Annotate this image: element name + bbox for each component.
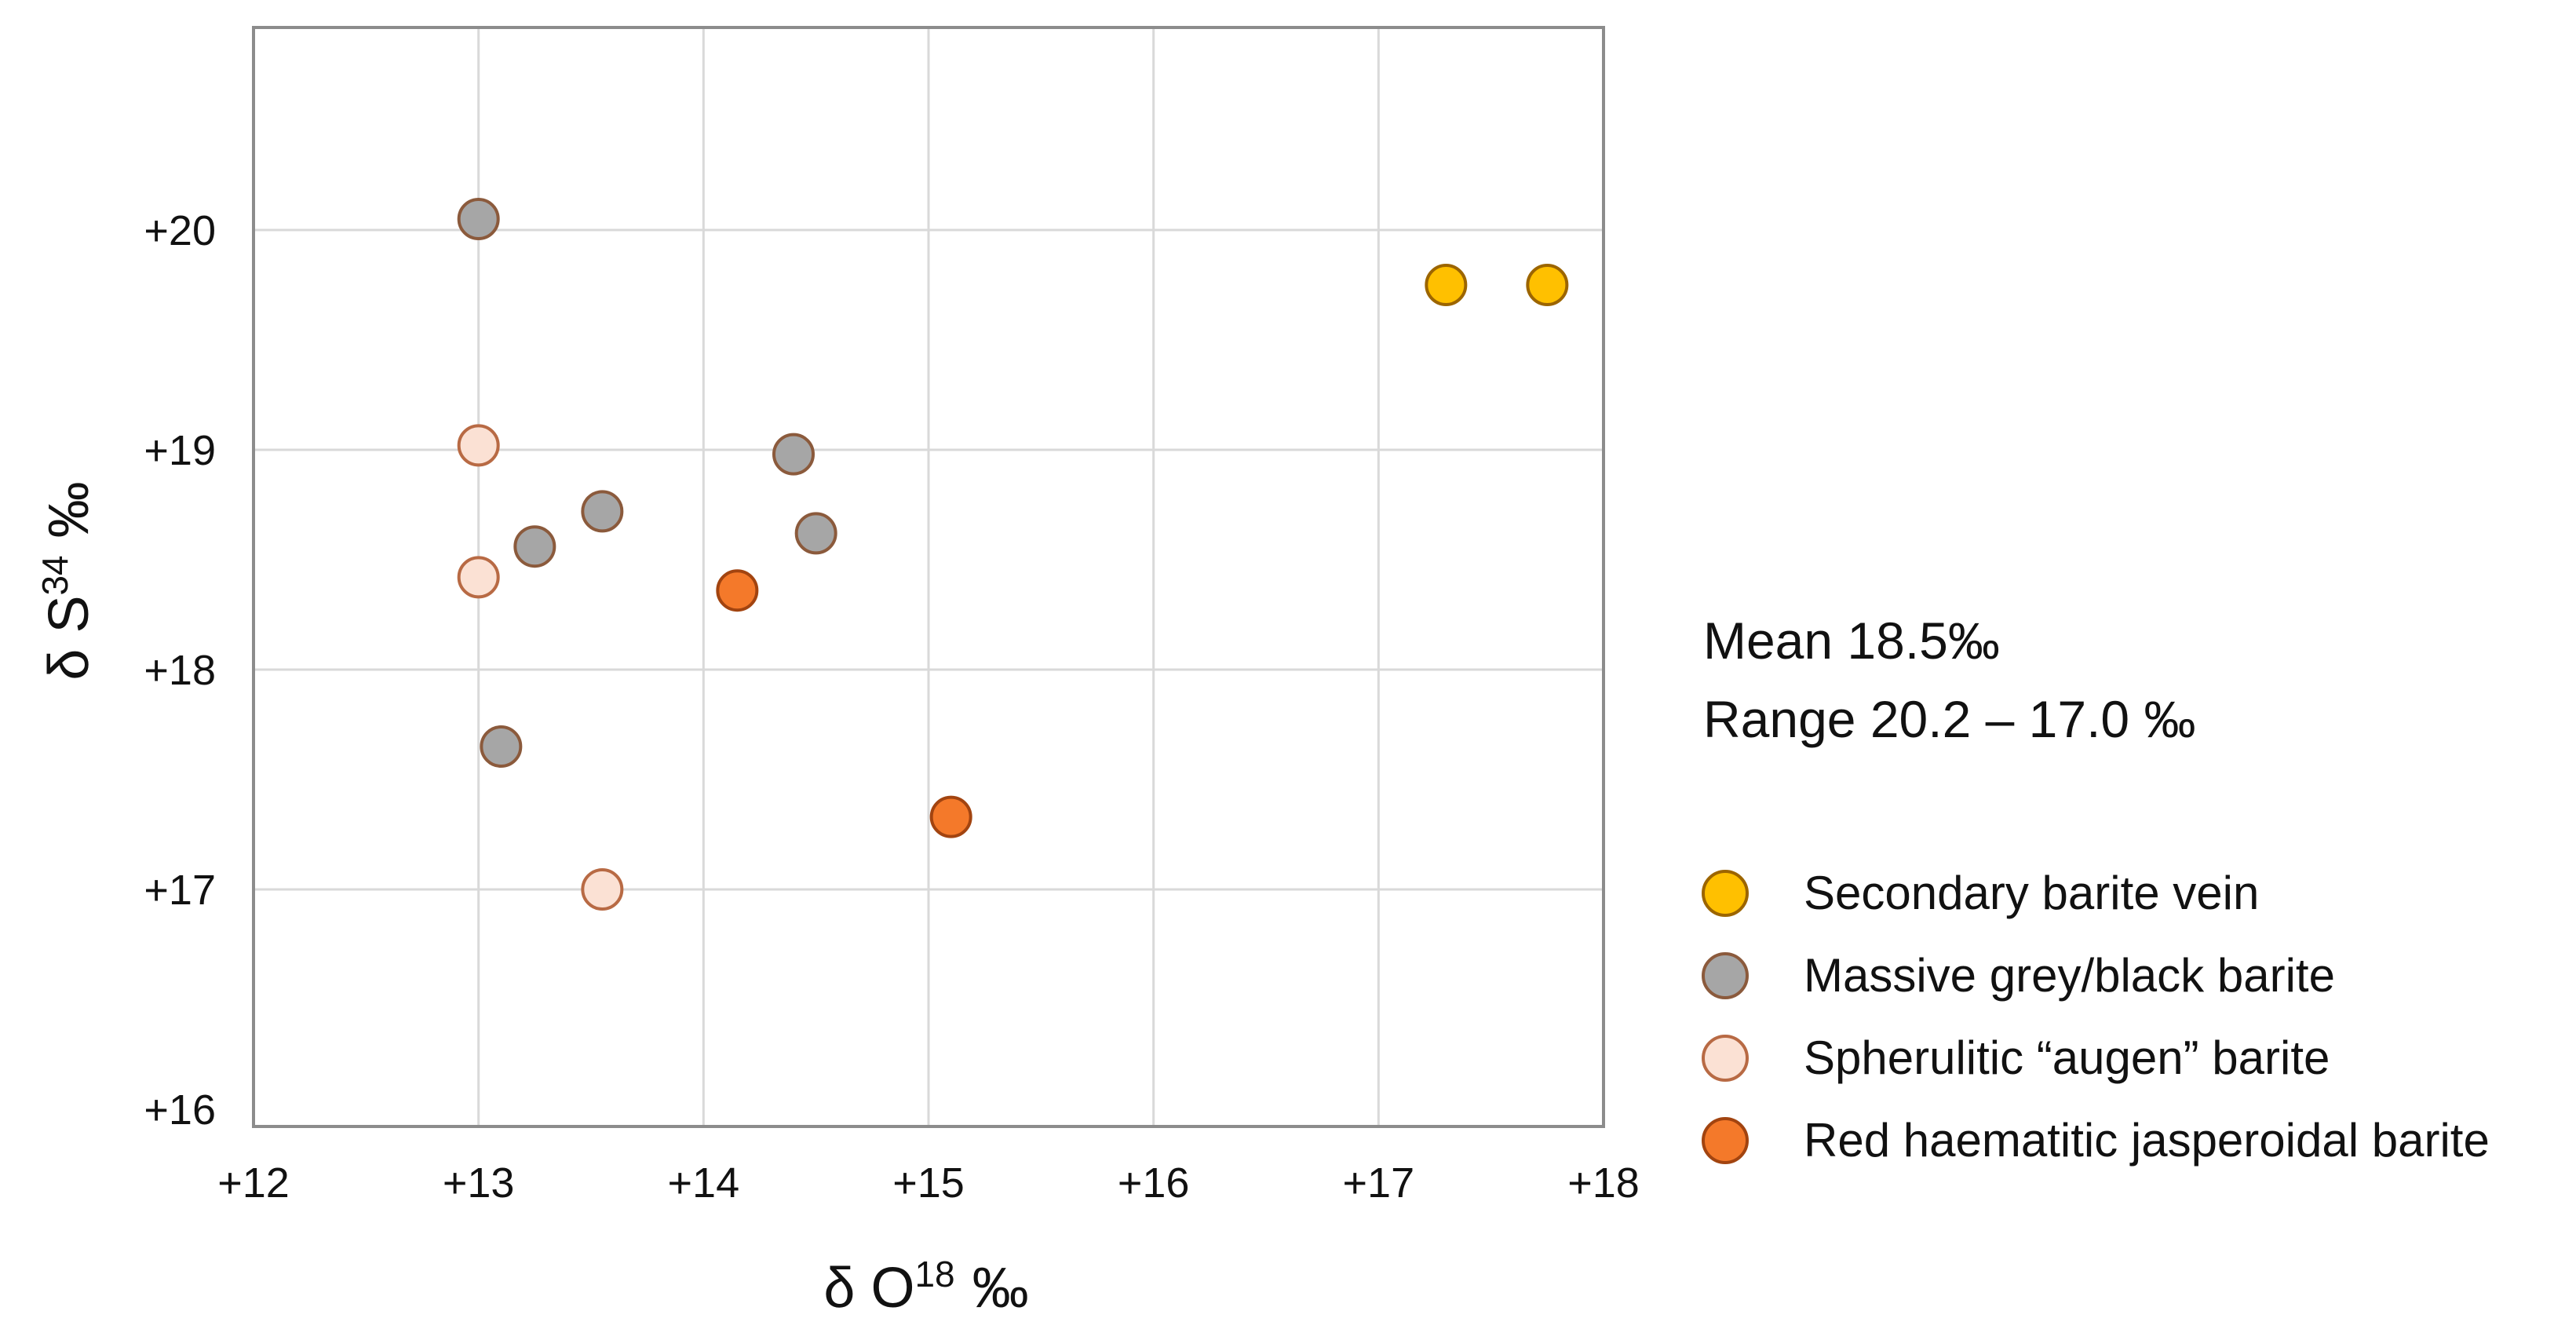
x-tick-label: +14 xyxy=(668,1159,740,1207)
grid-lines xyxy=(254,27,1604,1126)
data-point-series-1 xyxy=(772,433,815,476)
legend-item: Red haematitic jasperoidal barite xyxy=(1702,1099,2490,1181)
x-tick-label: +18 xyxy=(1567,1159,1640,1207)
x-tick-label: +16 xyxy=(1118,1159,1190,1207)
x-tick-label: +13 xyxy=(443,1159,515,1207)
legend-marker-icon xyxy=(1702,869,1749,917)
y-tick-label: +20 xyxy=(144,207,216,254)
x-axis-title: δ O18 ‰ xyxy=(823,1254,1028,1320)
legend-marker-icon xyxy=(1702,1034,1749,1082)
data-point-series-2 xyxy=(457,556,500,599)
legend-label: Spherulitic “augen” barite xyxy=(1804,1031,2330,1084)
data-point-series-2 xyxy=(581,868,624,911)
data-point-series-1 xyxy=(480,725,523,768)
data-point-series-1 xyxy=(513,525,556,568)
mean-annotation: Mean 18.5‰ xyxy=(1703,612,2000,670)
data-points xyxy=(457,198,1569,911)
data-point-series-3 xyxy=(929,795,972,838)
y-tick-label: +17 xyxy=(144,867,216,914)
legend-label: Secondary barite vein xyxy=(1804,867,2260,919)
data-point-series-1 xyxy=(457,198,500,240)
y-axis-title: δ S34‰ xyxy=(35,481,100,680)
legend-marker-icon xyxy=(1702,1116,1749,1164)
legend-label: Massive grey/black barite xyxy=(1804,949,2335,1002)
legend-item: Spherulitic “augen” barite xyxy=(1702,1017,2490,1099)
data-point-series-1 xyxy=(581,490,624,533)
x-tick-label: +15 xyxy=(892,1159,965,1207)
legend-item: Massive grey/black barite xyxy=(1702,934,2490,1017)
legend-marker-icon xyxy=(1702,951,1749,999)
data-point-series-0 xyxy=(1425,264,1468,306)
y-tick-label: +18 xyxy=(144,647,216,694)
data-point-series-2 xyxy=(457,424,500,467)
x-tick-label: +17 xyxy=(1343,1159,1415,1207)
tick-labels: +12 +13 +14 +15 +16 +17 +18 +16 +17 +18 +19 +20 xyxy=(144,207,1639,1207)
legend: Secondary barite vein Massive grey/black … xyxy=(1702,852,2490,1181)
range-annotation: Range 20.2 – 17.0 ‰ xyxy=(1703,690,2196,748)
x-tick-label: +12 xyxy=(217,1159,290,1207)
y-tick-label: +19 xyxy=(144,427,216,474)
legend-item: Secondary barite vein xyxy=(1702,852,2490,934)
plot-frame xyxy=(252,26,1605,1128)
data-point-series-3 xyxy=(716,569,759,612)
data-point-series-0 xyxy=(1526,264,1569,306)
data-point-series-1 xyxy=(794,512,837,555)
legend-label: Red haematitic jasperoidal barite xyxy=(1804,1114,2490,1167)
y-tick-label: +16 xyxy=(144,1086,216,1134)
